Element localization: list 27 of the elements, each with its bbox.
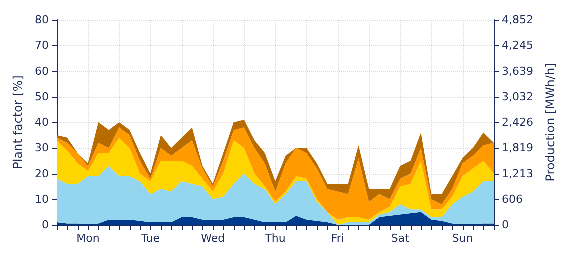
x-tick-label: Thu — [264, 232, 286, 245]
y-tick-label: 20 — [35, 167, 49, 180]
y2-tick-label: 0 — [502, 218, 509, 232]
y-tick-label: 30 — [35, 142, 49, 155]
y-tick-label: 0 — [42, 218, 49, 232]
y2-tick-label: 2,426 — [502, 116, 534, 129]
y2-tick-label: 4,245 — [502, 39, 534, 52]
y2-tick-label: 3,032 — [502, 90, 534, 104]
y-tick-label: 50 — [35, 90, 49, 104]
y-tick-label: 80 — [35, 14, 49, 26]
y-tick-label: 70 — [35, 39, 49, 52]
x-tick-label: Wed — [201, 232, 226, 245]
x-tick-label: Mon — [76, 232, 100, 245]
x-tick-label: Tue — [140, 232, 160, 245]
y2-tick-label: 3,639 — [502, 64, 534, 78]
y2-tick-label: 606 — [502, 192, 523, 206]
x-tick-label: Sun — [452, 232, 474, 245]
y2-tick-label: 4,852 — [502, 14, 534, 26]
x-tick-label: Fri — [331, 232, 344, 245]
y-axis-title: Plant factor [%] — [11, 76, 26, 170]
y-tick-label: 40 — [35, 116, 49, 129]
y2-tick-label: 1,213 — [502, 167, 534, 180]
x-tick-label: Sat — [391, 232, 410, 245]
y-tick-label: 60 — [35, 64, 49, 78]
y-tick-label: 10 — [35, 192, 49, 206]
y2-axis-title: Production [MWh/h] — [543, 63, 558, 182]
y2-tick-label: 1,819 — [502, 142, 534, 155]
